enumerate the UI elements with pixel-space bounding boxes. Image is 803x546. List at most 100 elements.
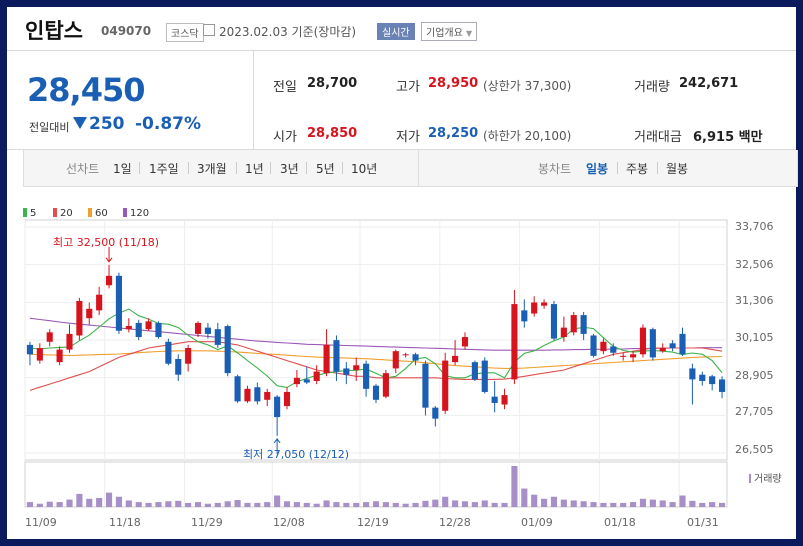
volume-bar	[135, 502, 142, 507]
volume-bar	[392, 502, 399, 507]
x-tick: 12/08	[273, 516, 305, 529]
change-percent: -0.87%	[135, 114, 202, 134]
tab-5y[interactable]: 5년	[316, 162, 335, 176]
lower-limit: (하한가 20,100)	[483, 129, 572, 143]
volume-bar	[600, 502, 607, 507]
candle-body	[333, 340, 340, 372]
candle-body	[580, 315, 587, 334]
candle-body	[363, 363, 370, 389]
candle-body	[115, 275, 122, 331]
volume-bar	[125, 500, 132, 507]
volume-bar	[620, 502, 627, 507]
candle-body	[392, 351, 399, 369]
tab-10y[interactable]: 10년	[351, 162, 378, 176]
legend-ma120: 120	[123, 208, 149, 219]
ma20-line	[29, 341, 723, 391]
legend-swatch	[88, 208, 92, 217]
volume-bar	[402, 503, 409, 507]
tab-separator	[270, 162, 271, 174]
candle-body	[699, 374, 706, 381]
volume-bar	[363, 502, 370, 507]
y-tick: 27,705	[735, 405, 774, 418]
quote-date: 2023.02.03 기준(장마감)	[219, 25, 357, 39]
tab-1w[interactable]: 1주일	[149, 162, 179, 176]
volume-bar	[185, 502, 192, 507]
volume-bar	[224, 501, 231, 507]
high-value: 28,950	[428, 76, 479, 91]
volume-bar	[165, 501, 172, 507]
candle-body	[689, 368, 696, 380]
tab-weekly[interactable]: 주봉	[626, 162, 649, 176]
candle-body	[709, 376, 716, 385]
prev-label: 전일	[273, 80, 297, 95]
legend-swatch	[123, 208, 127, 217]
volume-bar	[570, 500, 577, 507]
volume-label: 거래량	[634, 80, 670, 95]
tab-divider	[418, 150, 419, 186]
company-info-dropdown[interactable]: 기업개요 ▼	[421, 22, 478, 41]
volume-bar	[669, 502, 676, 507]
volume-bar	[175, 500, 182, 507]
y-tick: 32,506	[735, 258, 774, 271]
candle-body	[481, 360, 488, 392]
tab-1d[interactable]: 1일	[113, 162, 132, 176]
volume-bar	[194, 502, 202, 507]
candle-body	[194, 322, 202, 334]
volume-bar	[501, 502, 508, 507]
candle-body	[145, 321, 152, 330]
candle-body	[343, 368, 350, 375]
volume-bar	[630, 502, 637, 507]
tab-1y[interactable]: 1년	[245, 162, 264, 176]
volume-bar	[274, 495, 281, 507]
candle-body	[234, 376, 241, 402]
tab-3m[interactable]: 3개월	[197, 162, 227, 176]
current-price: 28,450	[27, 71, 145, 109]
candle-body	[46, 332, 53, 342]
price-box: 28,450 전일대비 250 -0.87%	[7, 51, 254, 149]
calendar-icon	[203, 24, 215, 36]
tab-separator	[236, 162, 237, 174]
candle-body	[442, 360, 449, 411]
stock-code: 049070	[101, 24, 152, 38]
trade-value-label: 거래대금	[634, 130, 682, 145]
volume-bar	[234, 500, 241, 507]
y-tick: 33,706	[735, 220, 774, 233]
candle-body	[402, 354, 409, 356]
tab-separator	[188, 162, 189, 174]
candle-body	[274, 396, 281, 418]
down-triangle-icon	[73, 117, 87, 129]
legend-ma60: 60	[88, 208, 108, 219]
candle-body	[422, 363, 429, 408]
tab-line-chart[interactable]: 선차트	[66, 162, 100, 176]
x-tick: 01/09	[521, 516, 553, 529]
candle-body	[659, 348, 666, 352]
candle-body	[214, 329, 221, 345]
candlestick-chart[interactable]	[7, 7, 796, 539]
volume-bar	[382, 502, 389, 507]
volume-bar	[442, 496, 449, 507]
volume-bar	[105, 492, 113, 507]
ma120-line	[29, 317, 723, 351]
price-change: 250	[73, 114, 125, 134]
tab-monthly[interactable]: 월봉	[666, 162, 689, 176]
volume-bar	[96, 497, 103, 507]
stock-name[interactable]: 인탑스	[25, 19, 83, 43]
y-tick: 31,306	[735, 294, 774, 307]
tab-daily[interactable]: 일봉	[586, 162, 609, 176]
tab-candle-chart[interactable]: 봉차트	[538, 162, 572, 176]
candle-body	[372, 385, 380, 400]
x-tick: 12/28	[439, 516, 471, 529]
volume-bar	[481, 500, 488, 507]
x-tick: 01/31	[687, 516, 719, 529]
realtime-button[interactable]: 실시간	[377, 23, 415, 40]
candle-body	[550, 304, 558, 339]
low-label: 저가	[396, 130, 420, 145]
candle-body	[649, 329, 656, 358]
volume-bar	[353, 502, 360, 507]
tab-3y[interactable]: 3년	[280, 162, 299, 176]
tab-separator	[306, 162, 307, 174]
volume-bar	[283, 501, 291, 507]
stock-widget: 인탑스 049070 코스닥 2023.02.03 기준(장마감) 실시간 기업…	[7, 7, 798, 539]
candle-body	[511, 304, 518, 380]
volume-bar	[452, 500, 459, 507]
